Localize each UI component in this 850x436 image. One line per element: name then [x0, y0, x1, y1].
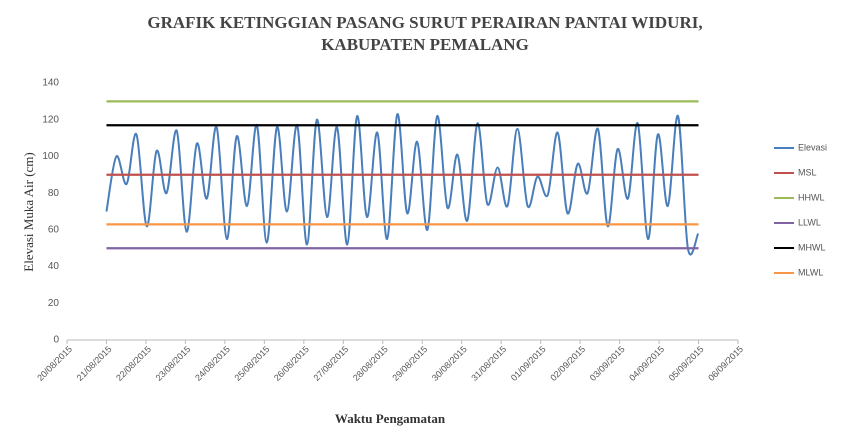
x-tick-label: 25/08/2015: [233, 344, 272, 383]
y-tick-label: 0: [53, 335, 59, 346]
y-tick-label: 20: [48, 298, 60, 309]
x-tick-label: 03/09/2015: [588, 344, 627, 383]
y-axis-label: Elevasi Muka Air (cm): [21, 152, 36, 272]
x-tick-label: 01/09/2015: [509, 344, 548, 383]
legend-label: Elevasi: [798, 142, 827, 152]
chart-title: KABUPATEN PEMALANG: [321, 35, 529, 54]
y-tick-label: 100: [42, 151, 59, 162]
y-tick-label: 120: [42, 114, 59, 125]
series-line: [105, 113, 700, 256]
x-tick-label: 06/09/2015: [706, 344, 745, 383]
x-tick-label: 04/09/2015: [627, 344, 666, 383]
x-tick-label: 23/08/2015: [154, 344, 193, 383]
x-tick-label: 28/08/2015: [351, 344, 390, 383]
x-axis-label: Waktu Pengamatan: [335, 411, 446, 426]
x-tick-label: 31/08/2015: [469, 344, 508, 383]
legend-label: MLWL: [798, 267, 823, 277]
chart-title: GRAFIK KETINGGIAN PASANG SURUT PERAIRAN …: [147, 13, 702, 32]
legend-label: LLWL: [798, 217, 821, 227]
legend-label: MSL: [798, 167, 817, 177]
x-tick-label: 02/09/2015: [548, 344, 587, 383]
y-tick-label: 60: [48, 224, 60, 235]
x-tick-label: 27/08/2015: [311, 344, 350, 383]
x-tick-label: 22/08/2015: [114, 344, 153, 383]
y-tick-label: 40: [48, 261, 60, 272]
y-tick-label: 140: [42, 78, 59, 89]
y-tick-label: 80: [48, 188, 60, 199]
x-tick-label: 30/08/2015: [430, 344, 469, 383]
legend-label: MHWL: [798, 242, 826, 252]
x-tick-label: 21/08/2015: [75, 344, 114, 383]
x-tick-label: 20/08/2015: [35, 344, 74, 383]
x-tick-label: 24/08/2015: [193, 344, 232, 383]
x-tick-label: 29/08/2015: [390, 344, 429, 383]
x-tick-label: 05/09/2015: [667, 344, 706, 383]
x-tick-label: 26/08/2015: [272, 344, 311, 383]
legend-label: HHWL: [798, 192, 825, 202]
